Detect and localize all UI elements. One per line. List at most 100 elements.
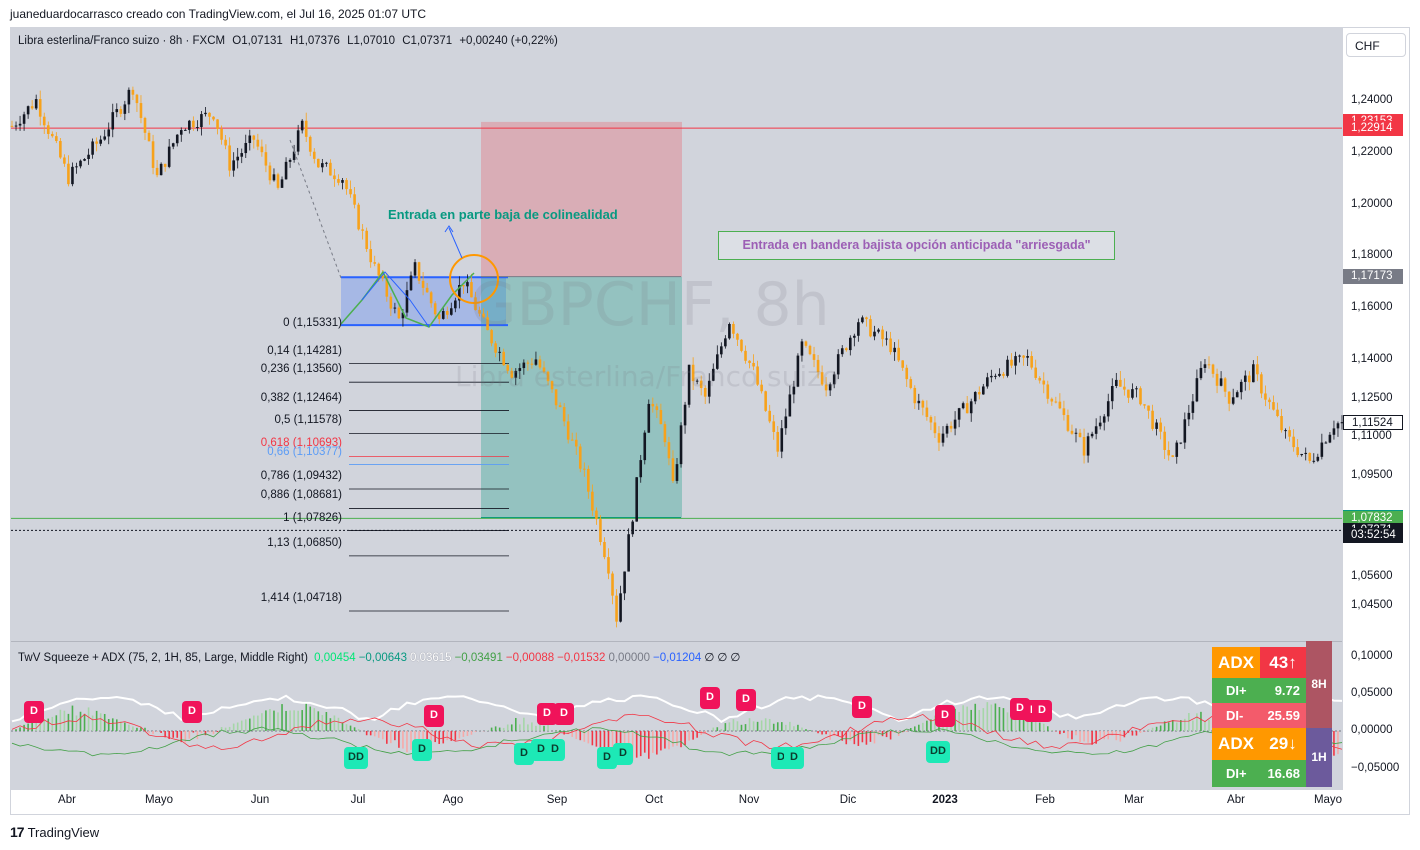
candle-body xyxy=(1336,423,1340,429)
currency-button[interactable]: CHF xyxy=(1346,33,1406,57)
buy-signal-badge: DD xyxy=(344,747,368,769)
candle-body xyxy=(1086,436,1090,456)
tradingview-logo[interactable]: 17 TradingView xyxy=(10,824,99,840)
candle-body xyxy=(1010,359,1013,366)
candle-body xyxy=(67,163,70,185)
symbol-legend[interactable]: Libra esterlina/Franco suizo · 8h · FXCM… xyxy=(18,35,562,47)
candle-body xyxy=(889,338,892,353)
candle-body xyxy=(79,160,82,167)
candle-body xyxy=(1272,402,1275,410)
candle-body xyxy=(1139,388,1142,405)
candle-body xyxy=(1256,364,1259,375)
candle-body xyxy=(462,284,465,287)
candle-body xyxy=(155,167,159,176)
entry-flag-annotation[interactable]: Entrada en bandera bajista opción antici… xyxy=(718,231,1115,260)
candle-body xyxy=(425,287,429,293)
candle-body xyxy=(401,312,405,319)
candle-body xyxy=(252,135,256,140)
candle-body xyxy=(635,477,638,522)
candle-body xyxy=(63,157,66,164)
candle-body xyxy=(59,140,62,158)
candle-body xyxy=(55,136,58,141)
candle-body xyxy=(46,125,50,134)
legend-low: L1,07010 xyxy=(347,35,396,47)
indicator-value: ∅ xyxy=(704,652,715,664)
candle-body xyxy=(276,174,280,188)
candle-body xyxy=(1187,412,1191,420)
fib-level-label: 0,382 (1,12464) xyxy=(260,391,342,404)
candle-body xyxy=(820,372,824,385)
price-tick: 1,14000 xyxy=(1351,352,1393,365)
candle-body xyxy=(788,394,792,417)
candle-body xyxy=(284,161,288,180)
candle-body xyxy=(1034,367,1037,378)
candle-body xyxy=(1211,364,1215,374)
candle-body xyxy=(1115,379,1118,387)
candle-body xyxy=(1058,401,1062,409)
di-plus-1h-value: 16.68 xyxy=(1260,760,1306,787)
candle-body xyxy=(945,425,949,434)
candle-body xyxy=(832,374,836,385)
candle-body xyxy=(1292,436,1295,448)
candle-body xyxy=(574,439,578,447)
candle-body xyxy=(18,123,22,126)
candle-body xyxy=(268,165,272,181)
fib-level-label: 0 (1,15331) xyxy=(283,317,342,330)
fib-level-label: 0,618 (1,10693) xyxy=(260,437,342,450)
candle-body xyxy=(1276,409,1279,417)
candle-body xyxy=(304,120,308,137)
candle-body xyxy=(1239,381,1243,393)
candle-body xyxy=(965,403,969,414)
fib-level-label: 0,236 (1,13560) xyxy=(260,363,342,376)
indicator-value: −0,01204 xyxy=(653,652,702,664)
candle-body xyxy=(1018,355,1021,357)
price-tick: 1,20000 xyxy=(1351,197,1393,210)
candle-body xyxy=(1195,378,1199,402)
candle-body xyxy=(865,317,868,320)
candle-body xyxy=(703,387,707,397)
candle-body xyxy=(711,368,715,381)
candle-body xyxy=(179,130,183,135)
candle-body xyxy=(897,347,900,361)
sell-signal-badge: D xyxy=(1032,700,1052,722)
candle-body xyxy=(321,163,324,168)
buy-signal-badge: D xyxy=(514,743,534,765)
indicator-legend[interactable]: TwV Squeeze + ADX (75, 2, 1H, 85, Large,… xyxy=(18,650,743,664)
candle-body xyxy=(570,439,574,441)
candle-body xyxy=(14,125,18,127)
candle-body xyxy=(776,431,780,452)
candle-body xyxy=(83,159,86,161)
price-tag: 1,17173 xyxy=(1343,269,1403,285)
candle-body xyxy=(454,300,457,309)
candle-body xyxy=(1171,455,1175,457)
candle-body xyxy=(768,410,771,422)
candle-body xyxy=(264,152,268,166)
candle-body xyxy=(748,360,751,363)
legend-high: H1,07376 xyxy=(290,35,340,47)
price-tick: 1,05600 xyxy=(1351,570,1393,583)
candle-body xyxy=(1199,367,1203,379)
indicator-value: ∅ xyxy=(730,652,741,664)
fib-level-label: 1,414 (1,04718) xyxy=(260,592,342,605)
entry-low-annotation[interactable]: Entrada en parte baja de colinealidad xyxy=(388,207,618,222)
candle-body xyxy=(71,166,74,185)
candle-body xyxy=(337,179,340,183)
legend-change: +0,00240 (+0,22%) xyxy=(459,35,558,47)
candle-body xyxy=(1320,442,1324,457)
candle-body xyxy=(530,363,534,365)
candle-body xyxy=(123,104,127,114)
flag-pattern-line xyxy=(361,271,430,328)
candle-body xyxy=(639,460,643,478)
candle-body xyxy=(95,141,98,144)
candle-body xyxy=(732,323,735,334)
candle-body xyxy=(244,142,248,154)
candle-body xyxy=(498,351,501,353)
candle-body xyxy=(772,421,776,432)
candle-body xyxy=(1151,410,1154,429)
candle-body xyxy=(566,421,570,440)
time-tick: Feb xyxy=(1035,794,1055,806)
sell-signal-badge: D xyxy=(700,687,720,709)
time-tick: Abr xyxy=(58,794,76,806)
candle-body xyxy=(986,377,989,387)
